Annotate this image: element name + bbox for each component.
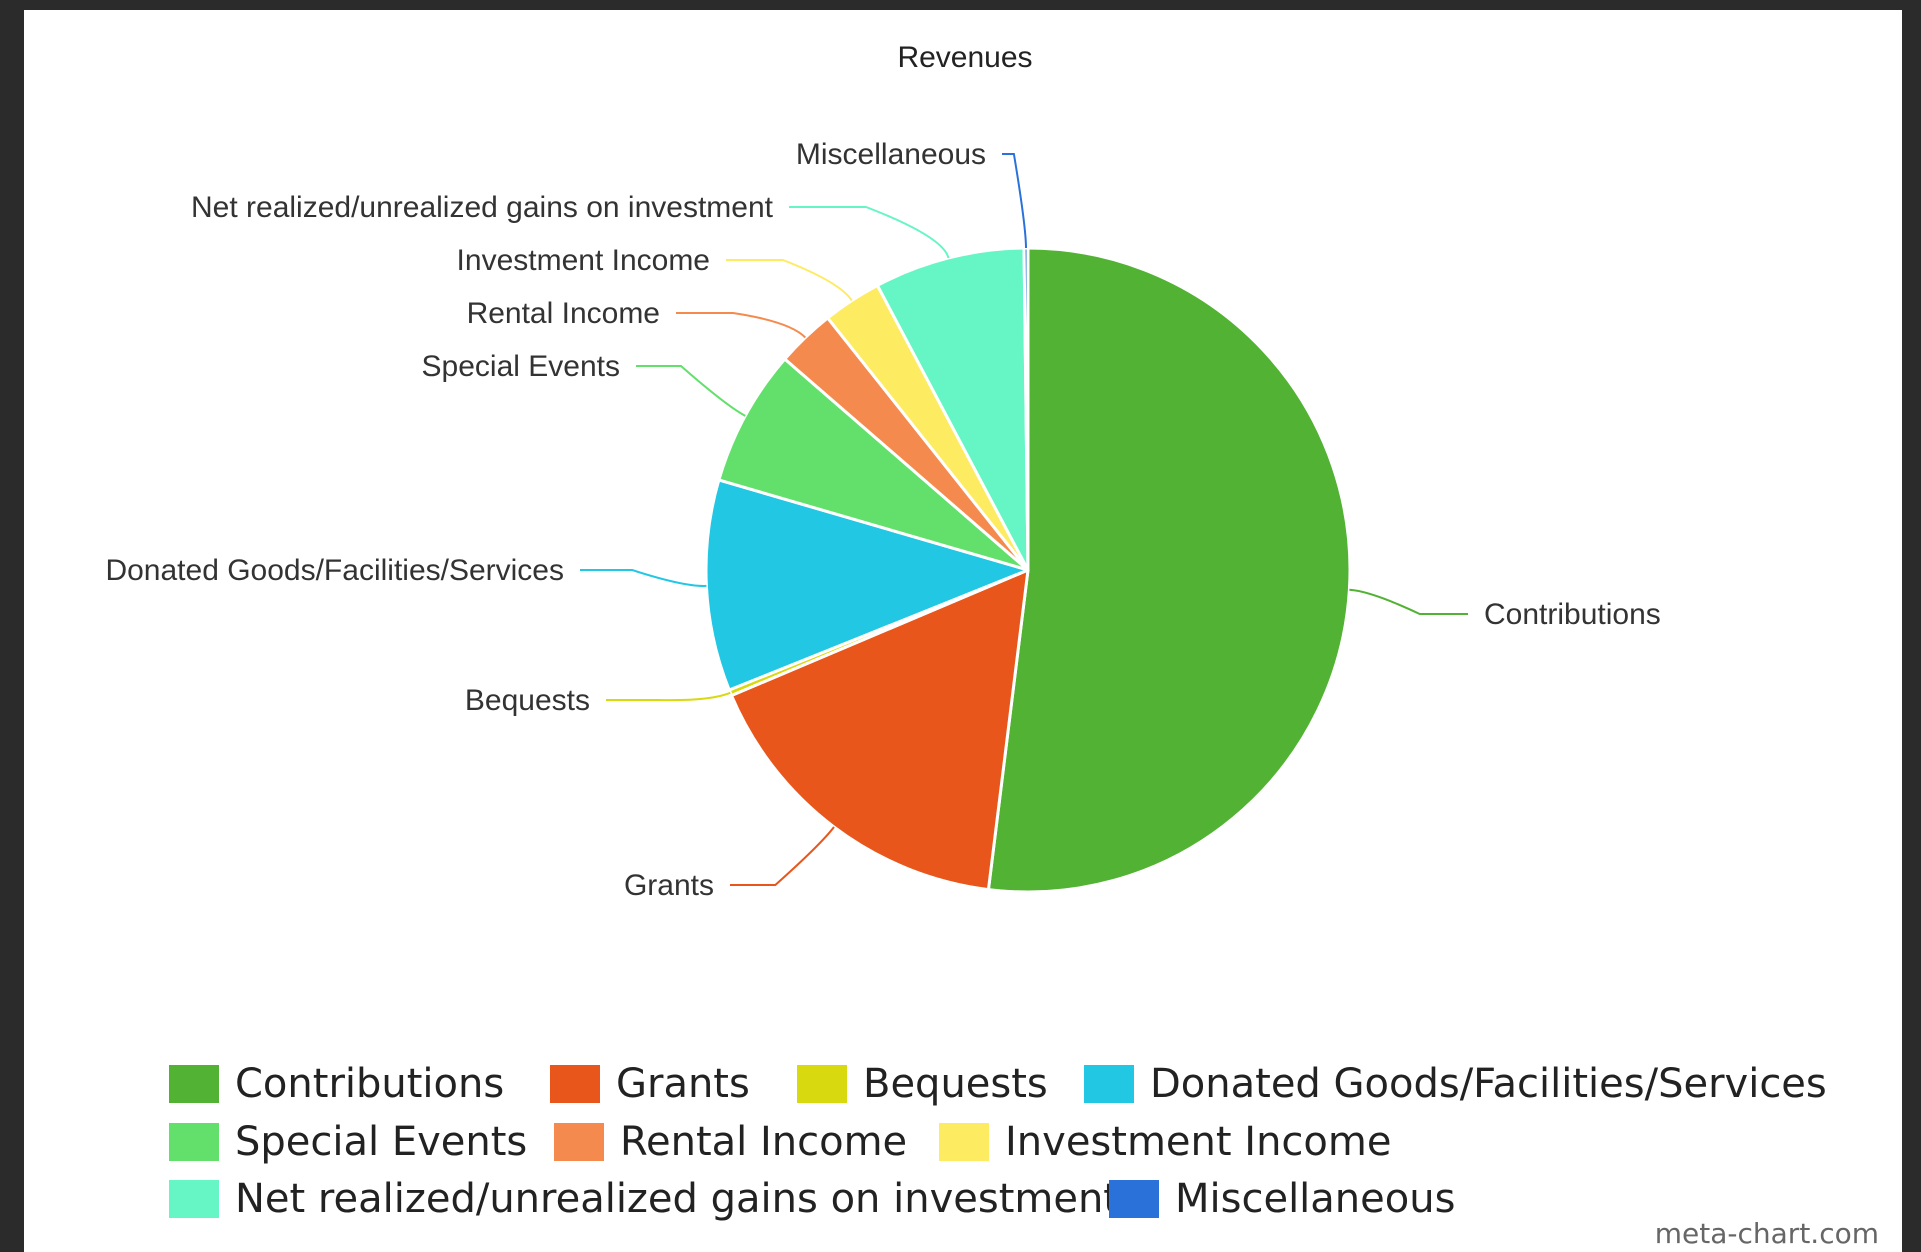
leader-line-special-events (636, 365, 746, 417)
slice-label-rental-income: Rental Income (467, 297, 660, 330)
legend-swatch (1084, 1065, 1134, 1103)
legend-swatch (169, 1123, 219, 1161)
legend-item-contributions[interactable]: Contributions (169, 1061, 504, 1107)
pie-chart: Revenues Contributions Grants Bequests Dona… (105, 41, 1879, 1250)
leader-line-miscellaneous (1002, 153, 1027, 249)
legend-swatch (1109, 1180, 1159, 1218)
leader-line-bequests (606, 691, 731, 702)
pie-slice-contributions[interactable] (986, 246, 1352, 894)
legend-label: Donated Goods/Facilities/Services (1150, 1061, 1827, 1107)
slice-label-special-events: Special Events (422, 350, 620, 383)
slice-label-miscellaneous: Miscellaneous (796, 138, 986, 171)
leader-line-contributions (1349, 588, 1468, 615)
legend-swatch (554, 1123, 604, 1161)
pie-slice-grants[interactable] (729, 568, 1030, 892)
slice-label-investment-income: Investment Income (457, 244, 710, 277)
legend-item-bequests[interactable]: Bequests (797, 1061, 1048, 1107)
slice-label-contributions: Contributions (1484, 598, 1661, 631)
leader-line-donated-goods-facilities-services (580, 569, 707, 587)
legend-item-miscellaneous[interactable]: Miscellaneous (1109, 1176, 1455, 1222)
pie-slice-net-realized-unrealized-gains-on-investment[interactable] (875, 246, 1030, 572)
pie-slice-donated-goods-facilities-services[interactable] (704, 478, 1030, 692)
legend-label: Net realized/unrealized gains on investm… (235, 1176, 1119, 1222)
legend-item-grants[interactable]: Grants (550, 1061, 750, 1107)
legend-item-special-events[interactable]: Special Events (169, 1119, 527, 1165)
leader-line-rental-income (676, 312, 807, 339)
leader-line-net-realized-unrealized-gains-on-investment (789, 206, 950, 259)
leader-line-investment-income (726, 259, 853, 302)
credit-text: meta-chart.com (1655, 1217, 1879, 1250)
pie-slice-miscellaneous[interactable] (1022, 246, 1030, 572)
legend-label: Grants (616, 1061, 750, 1107)
legend-label: Contributions (235, 1061, 504, 1107)
legend-swatch (169, 1180, 219, 1218)
legend-swatch (169, 1065, 219, 1103)
leader-line-grants (730, 826, 835, 886)
legend-swatch (550, 1065, 600, 1103)
legend-item-investment-income[interactable]: Investment Income (939, 1119, 1391, 1165)
legend-label: Miscellaneous (1175, 1176, 1455, 1222)
slice-label-grants: Grants (624, 869, 714, 902)
legend-label: Investment Income (1005, 1119, 1391, 1165)
legend-label: Bequests (863, 1061, 1048, 1107)
chart-frame: Revenues Contributions Grants Bequests Dona… (24, 10, 1902, 1252)
slice-label-bequests: Bequests (465, 684, 590, 717)
legend-item-net-realized-unrealized-gains-on-investment[interactable]: Net realized/unrealized gains on investm… (169, 1176, 1119, 1222)
slice-label-net-realized-unrealized-gains-on-investment: Net realized/unrealized gains on investm… (191, 191, 774, 224)
legend-label: Special Events (235, 1119, 527, 1165)
chart-title: Revenues (897, 41, 1032, 74)
legend-swatch (797, 1065, 847, 1103)
legend-item-donated-goods-facilities-services[interactable]: Donated Goods/Facilities/Services (1084, 1061, 1827, 1107)
legend-swatch (939, 1123, 989, 1161)
slice-label-donated-goods-facilities-services: Donated Goods/Facilities/Services (105, 554, 564, 587)
legend-item-rental-income[interactable]: Rental Income (554, 1119, 907, 1165)
legend-label: Rental Income (620, 1119, 907, 1165)
